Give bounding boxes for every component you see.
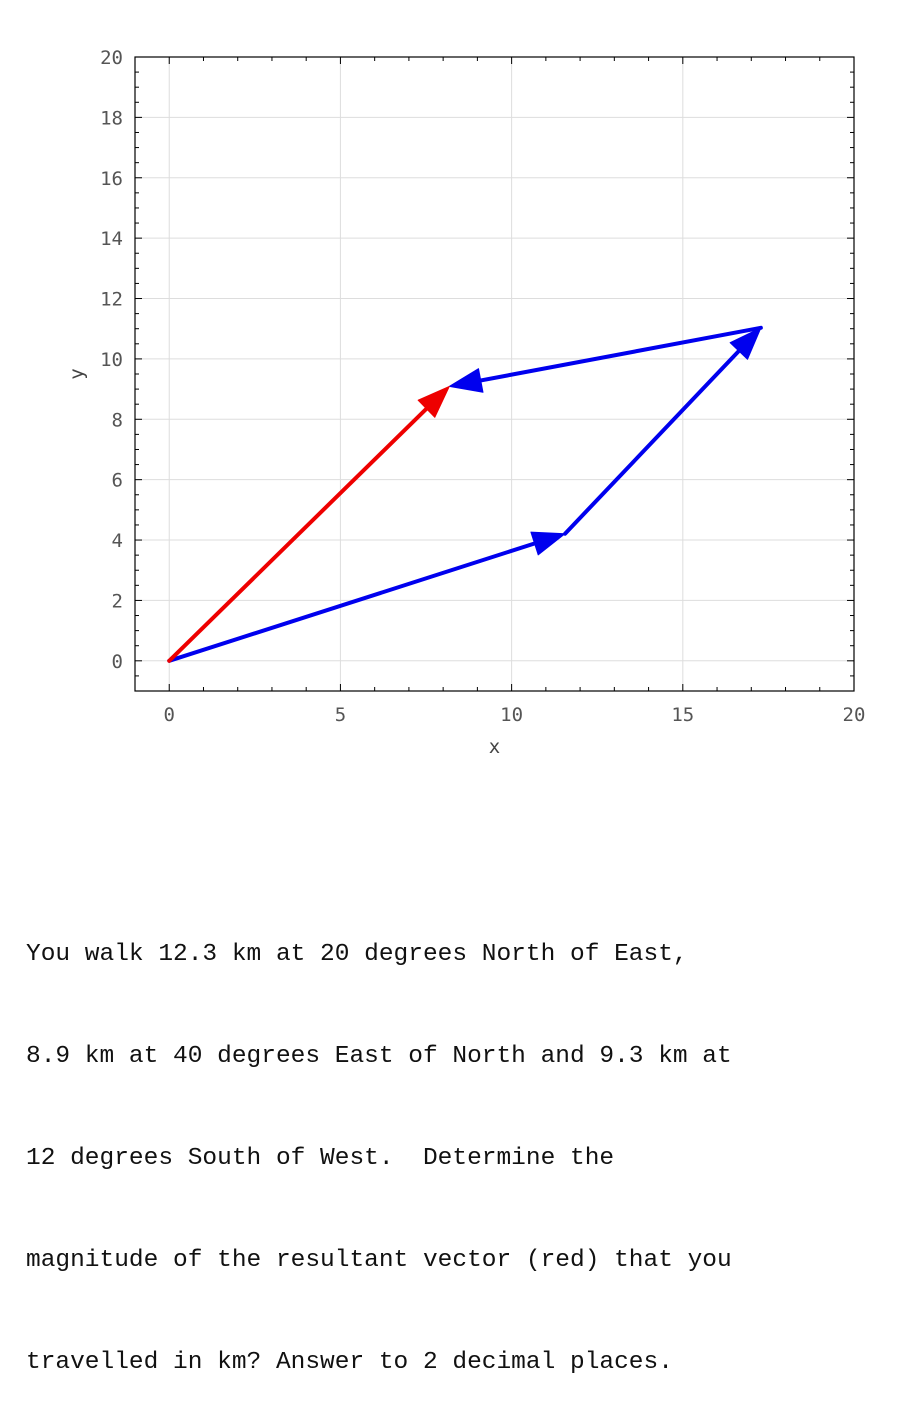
y-tick-label: 14: [100, 228, 123, 250]
y-tick-label: 16: [100, 168, 123, 190]
x-tick-labels: 0 5 10 15 20: [164, 704, 866, 726]
arrowhead: [417, 385, 450, 418]
arrowhead: [448, 368, 484, 393]
y-tick-label: 6: [112, 470, 123, 492]
vector-chart: 0 5 10 15 20 0 2 4 6 8 10 12 14 16 18 20 x y: [66, 47, 866, 758]
question-line: travelled in km? Answer to 2 decimal pla…: [26, 1349, 673, 1376]
y-tick-label: 10: [100, 349, 123, 371]
displacement-vector: [448, 325, 763, 393]
resultant-vector: [167, 385, 450, 663]
y-axis-label: y: [66, 368, 88, 379]
x-tick-label: 15: [671, 704, 694, 726]
displacement-vector: [167, 531, 566, 663]
y-tick-label: 0: [112, 651, 123, 673]
arrowhead: [530, 531, 566, 556]
question-line: 8.9 km at 40 degrees East of North and 9…: [26, 1043, 732, 1070]
y-tick-labels: 0 2 4 6 8 10 12 14 16 18 20: [100, 47, 123, 673]
x-tick-label: 5: [335, 704, 346, 726]
y-tick-label: 20: [100, 47, 123, 69]
y-tick-label: 18: [100, 107, 123, 129]
x-tick-label: 0: [164, 704, 175, 726]
x-axis-label: x: [489, 736, 500, 758]
question-line: 12 degrees South of West. Determine the: [26, 1145, 615, 1172]
plot-frame: [134, 56, 855, 692]
grid-lines: [135, 56, 855, 691]
y-tick-label: 8: [112, 409, 123, 431]
arrowhead: [729, 327, 762, 360]
y-tick-label: 12: [100, 289, 123, 311]
y-tick-label: 2: [112, 590, 123, 612]
question-text: You walk 12.3 km at 20 degrees North of …: [26, 870, 886, 1414]
axis-ticks: [134, 56, 855, 692]
y-tick-label: 4: [112, 530, 123, 552]
displacement-vector: [563, 327, 762, 536]
x-tick-label: 10: [500, 704, 523, 726]
question-line: magnitude of the resultant vector (red) …: [26, 1247, 732, 1274]
vectors: [167, 325, 763, 663]
question-line: You walk 12.3 km at 20 degrees North of …: [26, 941, 688, 968]
x-tick-label: 20: [843, 704, 866, 726]
